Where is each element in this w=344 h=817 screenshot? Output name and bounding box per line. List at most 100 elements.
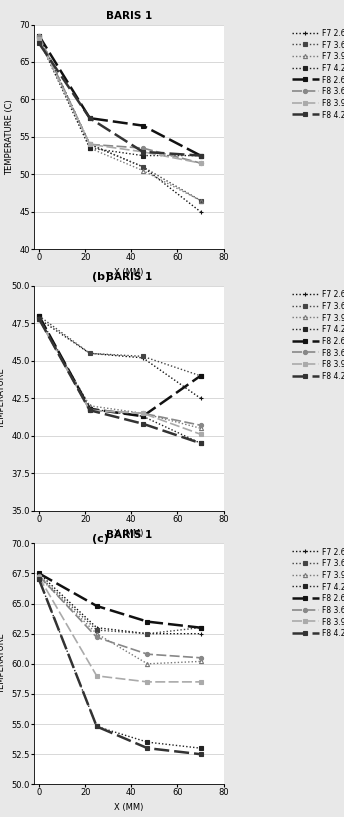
F7 4.20m/s [37, 574, 41, 584]
F7 2.64m/s [198, 207, 203, 217]
F8 4.20m/s [37, 574, 41, 584]
F7 3.65m/s [88, 140, 92, 150]
Line: F8 4.20m/s: F8 4.20m/s [37, 41, 203, 158]
Line: F8 4.20m/s: F8 4.20m/s [37, 578, 203, 757]
F8 3.96m/s [37, 314, 41, 324]
F8 3.65m/s [141, 143, 145, 153]
F8 2.64m/s [88, 114, 92, 123]
F8 4.20m/s [141, 147, 145, 157]
F7 3.65m/s [95, 625, 99, 635]
Y-axis label: TEMPERATURE: TEMPERATURE [0, 633, 6, 694]
F8 3.65m/s [88, 405, 92, 415]
F8 3.96m/s [37, 34, 41, 44]
F8 4.20m/s [95, 721, 99, 731]
F8 3.96m/s [141, 408, 145, 418]
F8 4.20m/s [37, 38, 41, 48]
F8 3.96m/s [198, 158, 203, 168]
F8 2.64m/s [88, 404, 92, 413]
F8 2.64m/s [141, 121, 145, 131]
F7 4.20m/s [141, 412, 145, 422]
F7 4.20m/s [198, 439, 203, 449]
Line: F8 3.65m/s: F8 3.65m/s [37, 317, 203, 427]
F7 3.65m/s [141, 162, 145, 172]
F8 3.65m/s [95, 632, 99, 642]
F7 3.65m/s [146, 629, 150, 639]
F7 3.96m/s [198, 657, 203, 667]
Line: F7 3.96m/s: F7 3.96m/s [37, 575, 203, 666]
F8 3.96m/s [198, 677, 203, 687]
F8 4.20m/s [37, 314, 41, 324]
F8 3.65m/s [141, 408, 145, 418]
F7 3.96m/s [95, 629, 99, 639]
F8 2.64m/s [198, 623, 203, 632]
F7 3.65m/s [198, 195, 203, 205]
Line: F7 2.64m/s: F7 2.64m/s [37, 33, 203, 214]
X-axis label: X (MM): X (MM) [114, 268, 144, 277]
Line: F7 3.65m/s: F7 3.65m/s [37, 574, 203, 636]
F8 4.20m/s [88, 114, 92, 123]
F7 2.64m/s [141, 162, 145, 172]
F8 4.20m/s [198, 749, 203, 759]
F8 3.96m/s [198, 430, 203, 440]
F7 3.65m/s [37, 571, 41, 581]
F8 3.96m/s [88, 140, 92, 150]
F7 2.64m/s [95, 623, 99, 632]
F7 3.96m/s [88, 401, 92, 411]
F7 2.64m/s [37, 31, 41, 41]
Line: F8 3.96m/s: F8 3.96m/s [37, 575, 203, 684]
F7 3.96m/s [198, 195, 203, 205]
F8 3.65m/s [198, 421, 203, 431]
F8 3.96m/s [95, 671, 99, 681]
Line: F7 4.20m/s: F7 4.20m/s [37, 38, 203, 158]
Line: F8 4.20m/s: F8 4.20m/s [37, 317, 203, 445]
Line: F7 3.96m/s: F7 3.96m/s [37, 317, 203, 431]
F8 4.20m/s [198, 439, 203, 449]
F8 3.65m/s [37, 31, 41, 41]
Line: F8 2.64m/s: F8 2.64m/s [37, 314, 203, 418]
F7 4.20m/s [198, 743, 203, 753]
F8 2.64m/s [95, 601, 99, 611]
F7 4.20m/s [95, 721, 99, 731]
F8 4.20m/s [88, 405, 92, 415]
F8 2.64m/s [37, 311, 41, 321]
F7 3.65m/s [198, 623, 203, 632]
F8 2.64m/s [198, 371, 203, 381]
Line: F8 3.65m/s: F8 3.65m/s [37, 574, 203, 660]
F8 3.65m/s [198, 158, 203, 168]
Text: (b): (b) [92, 272, 110, 282]
F8 4.20m/s [141, 419, 145, 429]
F7 4.20m/s [198, 150, 203, 160]
F7 3.65m/s [198, 371, 203, 381]
X-axis label: X (MM): X (MM) [114, 529, 144, 538]
Line: F7 4.20m/s: F7 4.20m/s [37, 314, 203, 445]
F8 2.64m/s [146, 617, 150, 627]
F8 3.96m/s [88, 405, 92, 415]
F7 3.96m/s [146, 659, 150, 668]
Line: F8 3.65m/s: F8 3.65m/s [37, 33, 203, 165]
F8 3.65m/s [37, 571, 41, 581]
F7 4.20m/s [37, 34, 41, 44]
Line: F7 3.96m/s: F7 3.96m/s [37, 38, 203, 203]
F7 2.64m/s [37, 314, 41, 324]
F7 3.65m/s [141, 351, 145, 361]
F8 2.64m/s [37, 569, 41, 578]
F8 4.20m/s [146, 743, 150, 753]
Line: F7 2.64m/s: F7 2.64m/s [37, 317, 203, 400]
F7 2.64m/s [88, 349, 92, 359]
F7 3.96m/s [141, 408, 145, 418]
F7 3.65m/s [37, 311, 41, 321]
Line: F8 3.96m/s: F8 3.96m/s [37, 38, 203, 165]
F8 4.20m/s [198, 150, 203, 160]
F7 3.65m/s [37, 31, 41, 41]
F7 3.96m/s [37, 572, 41, 582]
F7 3.96m/s [88, 143, 92, 153]
F7 2.64m/s [198, 394, 203, 404]
Legend: F7 2.64m/s, F7 3.65m/s, F7 3.96m/s, F7 4.20m/s, F8 2.64m/s, F8 3.65m/s, F8 3.96m: F7 2.64m/s, F7 3.65m/s, F7 3.96m/s, F7 4… [292, 547, 344, 638]
F8 3.96m/s [141, 147, 145, 157]
Title: BARIS 1: BARIS 1 [106, 272, 152, 283]
F7 4.20m/s [88, 143, 92, 153]
F8 3.65m/s [198, 653, 203, 663]
Line: F8 3.96m/s: F8 3.96m/s [37, 317, 203, 436]
Title: BARIS 1: BARIS 1 [106, 11, 152, 21]
F8 3.65m/s [37, 314, 41, 324]
